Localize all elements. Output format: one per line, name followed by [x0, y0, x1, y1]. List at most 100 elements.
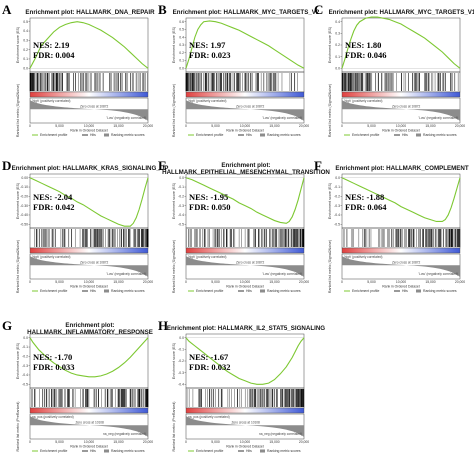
- zero-cross-label: Zero cross at 10872: [80, 260, 109, 264]
- ranking-color-bar: [29, 91, 149, 98]
- x-axis-label: Rank in Ordered Dataset: [70, 129, 108, 133]
- x-tick-label: 20,000: [299, 124, 309, 128]
- legend-hits-label: Hits: [402, 289, 408, 293]
- es-y-tick-label: -0.40: [20, 213, 28, 217]
- legend-metric-label: Ranking metric scores: [423, 289, 457, 293]
- panel-g: G Enrichment plot:HALLMARK_INFLAMMATORY_R…: [2, 318, 153, 453]
- x-tick-label: 15,000: [425, 280, 435, 284]
- x-tick-label: 15,000: [269, 280, 279, 284]
- x-tick-label: 5,000: [55, 440, 64, 444]
- panel-title: Enrichment plot:: [221, 162, 270, 169]
- metric-y-label: Ranked list metric (Signal2Noise): [172, 84, 176, 137]
- nes-value: NES: -1.67: [189, 352, 229, 362]
- positive-label: na_pos (positively correlated): [188, 415, 230, 419]
- legend-metric-swatch: [260, 133, 265, 137]
- es-y-tick-label: 0.4: [335, 20, 340, 24]
- fdr-value: FDR: 0.033: [33, 362, 75, 372]
- es-y-tick-label: 0.5: [179, 28, 184, 32]
- legend-profile-label: Enrichment profile: [352, 289, 379, 293]
- x-tick-label: 10,000: [240, 280, 250, 284]
- x-axis-label: Rank in Ordered Dataset: [382, 129, 420, 133]
- x-tick-label: 20,000: [143, 280, 153, 284]
- legend-profile-label: Enrichment profile: [196, 449, 223, 453]
- panel-title: Enrichment plot: HALLMARK_IL2_STAT5_SIGN…: [167, 325, 325, 332]
- x-tick-label: 5,000: [211, 280, 220, 284]
- es-y-label: Enrichment score (ES): [172, 343, 176, 379]
- es-y-label: Enrichment score (ES): [172, 183, 176, 219]
- nes-value: NES: -2.04: [33, 192, 73, 202]
- metric-y-label: Ranked list metric (Signal2Noise): [328, 84, 332, 137]
- es-y-label: Enrichment score (ES): [328, 27, 332, 63]
- es-y-tick-label: 0.1: [23, 57, 28, 61]
- hits-frame: [341, 227, 461, 249]
- fdr-value: FDR: 0.046: [345, 50, 387, 60]
- x-tick-label: 5,000: [211, 440, 220, 444]
- x-tick-label: 20,000: [455, 280, 465, 284]
- legend-metric-label: Ranking metric scores: [267, 289, 301, 293]
- enrichment-profile-line: [185, 177, 305, 224]
- fdr-value: FDR: 0.023: [189, 50, 231, 60]
- panel-title: Enrichment plot: HALLMARK_MYC_TARGETS_V1: [329, 9, 474, 16]
- negative-label: 'Low' (negatively correlated): [107, 116, 147, 120]
- enrichment-profile-line: [341, 177, 461, 223]
- enrichment-profile-line: [29, 177, 149, 227]
- x-tick-label: 10,000: [84, 124, 94, 128]
- x-tick-label: 0: [185, 280, 187, 284]
- enrichment-profile-line: [185, 337, 305, 385]
- es-y-tick-label: 0.0: [335, 176, 340, 180]
- nes-value: NES: 1.80: [345, 40, 381, 50]
- legend-metric-label: Ranking metric scores: [423, 133, 457, 137]
- zero-cross-label: Zero cross at 10872: [80, 104, 109, 108]
- metric-y-label: Ranked list metric (PreRanked): [16, 402, 20, 452]
- enrichment-profile-line: [29, 21, 149, 69]
- x-axis-label: Rank in Ordered Dataset: [70, 285, 108, 289]
- panel-c: C Enrichment plot: HALLMARK_MYC_TARGETS_V…: [314, 2, 474, 137]
- es-y-tick-label: -0.3: [334, 204, 340, 208]
- positive-label: 'high' (positively correlated): [344, 99, 382, 103]
- ranking-metric-area: [186, 416, 304, 437]
- zero-cross-label: Zero cross at 10108: [231, 420, 260, 424]
- es-y-tick-label: -0.2: [178, 195, 184, 199]
- es-y-tick-label: -0.1: [178, 185, 184, 189]
- es-y-tick-label: 0.3: [335, 32, 340, 36]
- es-y-tick-label: -0.2: [334, 195, 340, 199]
- es-y-tick-label: -0.2: [178, 359, 184, 363]
- nes-value: NES: 1.97: [189, 40, 226, 50]
- metric-y-label: Ranked list metric (Signal2Noise): [328, 240, 332, 293]
- es-y-tick-label: 0.3: [23, 39, 28, 43]
- negative-label: na_neg (negatively correlated): [259, 432, 302, 436]
- fdr-value: FDR: 0.032: [189, 362, 231, 372]
- positive-label: 'high' (positively correlated): [32, 99, 70, 103]
- ranking-metric-area: [342, 100, 460, 121]
- legend-metric-swatch: [416, 133, 421, 137]
- legend-metric-label: Ranking metric scores: [111, 133, 145, 137]
- negative-label: 'Low' (negatively correlated): [107, 272, 147, 276]
- metric-y-label: Ranked list metric (PreRanked): [172, 402, 176, 452]
- x-tick-label: 5,000: [367, 124, 376, 128]
- legend-profile-label: Enrichment profile: [40, 289, 67, 293]
- fdr-value: FDR: 0.042: [33, 202, 75, 212]
- positive-label: 'high' (positively correlated): [344, 255, 382, 259]
- positive-label: 'high' (positively correlated): [188, 99, 226, 103]
- x-tick-label: 0: [29, 440, 31, 444]
- nes-value: NES: -1.70: [33, 352, 72, 362]
- x-tick-label: 5,000: [55, 124, 64, 128]
- panel-title: Enrichment plot: HALLMARK_KRAS_SIGNALING…: [12, 165, 169, 172]
- es-y-tick-label: -0.4: [178, 213, 184, 217]
- ranking-metric-area: [30, 256, 148, 277]
- x-tick-label: 10,000: [240, 124, 250, 128]
- x-tick-label: 0: [185, 124, 187, 128]
- ranking-color-bar: [185, 91, 305, 98]
- metric-y-label: Ranked list metric (Signal2Noise): [16, 240, 20, 293]
- zero-cross-label: Zero cross at 10872: [236, 260, 265, 264]
- legend-hits-label: Hits: [246, 289, 252, 293]
- x-tick-label: 15,000: [113, 440, 123, 444]
- legend-hits-label: Hits: [246, 449, 252, 453]
- legend-hits-label: Hits: [90, 449, 96, 453]
- x-tick-label: 5,000: [55, 280, 64, 284]
- panel-title: Enrichment plot: HALLMARK_DNA_REPAIR: [25, 9, 155, 16]
- es-y-tick-label: -0.1: [178, 348, 184, 352]
- panel-a: A Enrichment plot: HALLMARK_DNA_REPAIR Enr…: [2, 2, 155, 137]
- es-y-label: Enrichment score (ES): [16, 183, 20, 219]
